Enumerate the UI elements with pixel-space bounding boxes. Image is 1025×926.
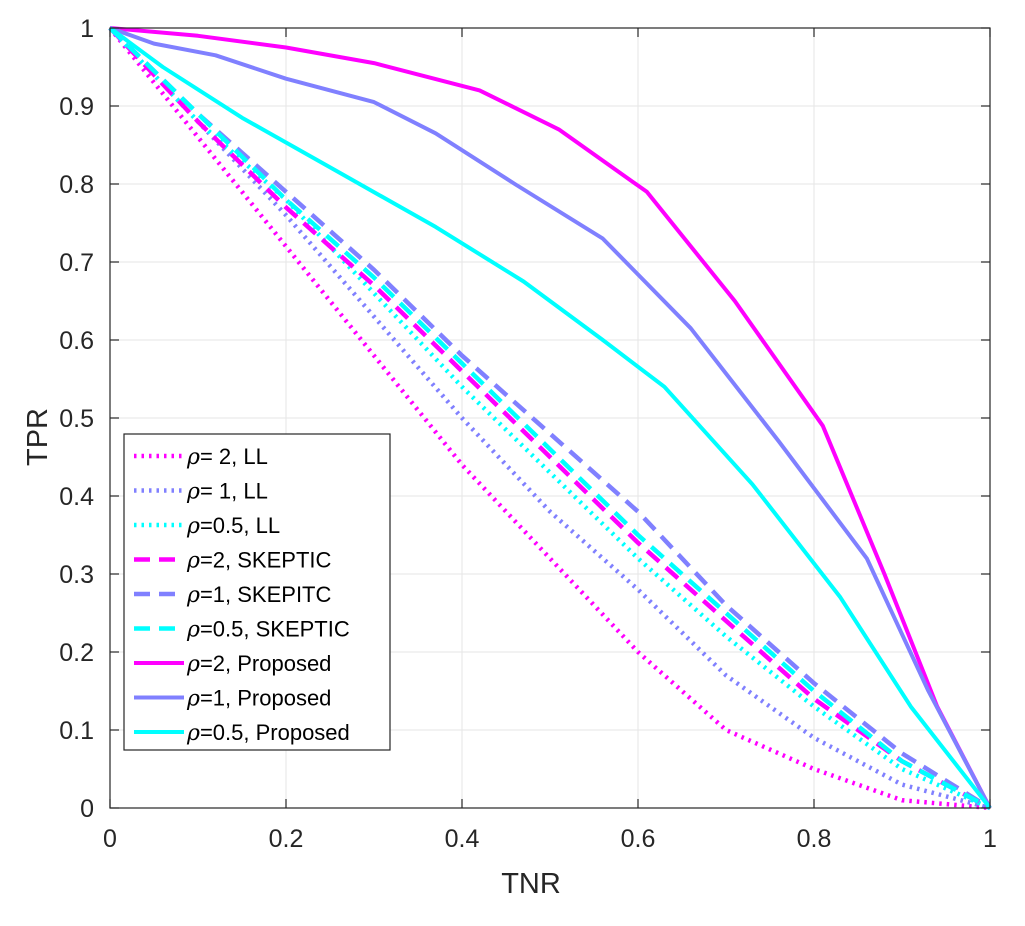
legend-item-5[interactable]: ρ=1, SKEPITC — [134, 582, 331, 608]
legend-item-8[interactable]: ρ=1, Proposed — [134, 686, 331, 712]
legend-label-text: =0.5, SKEPTIC — [200, 617, 350, 642]
legend[interactable]: ρ= 2, LLρ= 1, LLρ=0.5, LLρ=2, SKEPTICρ=1… — [123, 433, 391, 751]
legend-rho: ρ — [186, 549, 200, 574]
x-tick-label: 0 — [103, 825, 117, 853]
y-tick-label: 0.2 — [59, 639, 94, 667]
legend-label-text: =2, SKEPTIC — [200, 548, 332, 573]
x-tick-label: 0.6 — [621, 825, 656, 853]
y-tick-label: 0.3 — [59, 561, 94, 589]
y-tick-label: 0.5 — [59, 405, 94, 433]
y-tick-label: 0.4 — [59, 483, 94, 511]
legend-rho: ρ — [186, 687, 200, 712]
y-tick-label: 0 — [80, 795, 94, 823]
legend-label-text: =0.5, LL — [200, 513, 280, 538]
y-tick-label: 0.6 — [59, 327, 94, 355]
y-tick-label: 0.9 — [59, 93, 94, 121]
legend-rho: ρ — [186, 721, 200, 746]
series-lines — [108, 26, 992, 811]
legend-label-text: =1, SKEPITC — [200, 582, 332, 607]
legend-item-1[interactable]: ρ= 2, LL — [134, 444, 268, 470]
axes-frame — [109, 27, 991, 809]
legend-label: ρ=1, Proposed — [186, 686, 331, 712]
legend-rho: ρ — [186, 618, 200, 643]
legend-rho: ρ — [186, 652, 200, 677]
x-tick-labels: 0 0.2 0.4 0.6 0.8 1 — [103, 825, 997, 853]
x-tick-label: 0.8 — [797, 825, 832, 853]
series-line-8 — [109, 26, 992, 809]
legend-item-2[interactable]: ρ= 1, LL — [134, 479, 268, 505]
legend-rho: ρ — [186, 445, 200, 470]
legend-rho: ρ — [186, 514, 200, 539]
legend-item-4[interactable]: ρ=2, SKEPTIC — [134, 548, 331, 574]
y-tick-labels: 0 0.1 0.2 0.3 0.4 0.5 0.6 0.7 0.8 0.9 1 — [59, 15, 94, 823]
series-line-5 — [108, 26, 992, 810]
legend-label-text: = 1, LL — [200, 479, 268, 504]
series-line-6 — [108, 26, 992, 810]
y-tick-label: 0.8 — [59, 171, 94, 199]
y-tick-label: 1 — [80, 15, 94, 43]
legend-label: ρ=0.5, SKEPTIC — [186, 617, 350, 643]
legend-item-6[interactable]: ρ=0.5, SKEPTIC — [134, 617, 350, 643]
legend-label: ρ=1, SKEPITC — [186, 582, 331, 608]
legend-label: ρ=0.5, Proposed — [186, 720, 350, 746]
y-axis-label: TPR — [22, 408, 54, 466]
x-tick-label: 0.4 — [445, 825, 480, 853]
legend-rho: ρ — [186, 480, 200, 505]
legend-label: ρ=0.5, LL — [186, 513, 280, 539]
legend-label: ρ= 2, LL — [186, 444, 268, 470]
series-line-7 — [109, 26, 992, 809]
legend-label: ρ= 1, LL — [186, 479, 268, 505]
legend-label-text: =0.5, Proposed — [200, 720, 350, 745]
legend-label-text: =2, Proposed — [200, 651, 331, 676]
series-line-2 — [108, 26, 991, 811]
legend-item-9[interactable]: ρ=0.5, Proposed — [134, 720, 350, 746]
y-tick-label: 0.1 — [59, 717, 94, 745]
series-line-4 — [108, 26, 992, 810]
y-tick-label: 0.7 — [59, 249, 94, 277]
legend-rho: ρ — [186, 583, 200, 608]
x-axis-label: TNR — [501, 868, 561, 900]
legend-item-7[interactable]: ρ=2, Proposed — [134, 651, 331, 677]
legend-label-text: = 2, LL — [200, 444, 268, 469]
legend-item-3[interactable]: ρ=0.5, LL — [134, 513, 280, 539]
series-line-3 — [108, 26, 991, 811]
series-line-9 — [108, 26, 992, 810]
x-tick-label: 1 — [983, 825, 997, 853]
series-line-1 — [108, 26, 991, 811]
x-tick-label: 0.2 — [269, 825, 304, 853]
legend-label: ρ=2, SKEPTIC — [186, 548, 331, 574]
legend-label-text: =1, Proposed — [200, 686, 331, 711]
legend-label: ρ=2, Proposed — [186, 651, 331, 677]
